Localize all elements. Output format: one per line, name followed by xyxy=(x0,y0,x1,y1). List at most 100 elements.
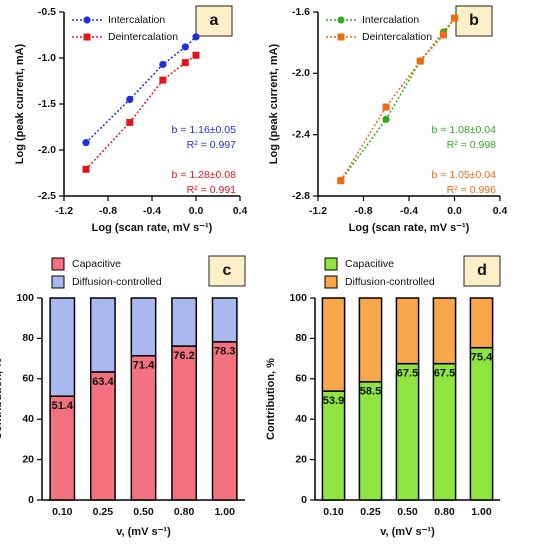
legend-marker xyxy=(337,33,345,41)
panel-label-box xyxy=(455,5,493,37)
x-axis-label: Log (scan rate, mV s⁻¹) xyxy=(349,222,470,234)
y-tick-label: -2.5 xyxy=(38,190,56,202)
y-tick-label: -2.4 xyxy=(292,128,310,140)
series-line xyxy=(85,54,197,170)
x-tick-label: -0.8 xyxy=(354,205,372,217)
annotation: R² = 0.991 xyxy=(187,184,236,196)
x-tick-label: 1.00 xyxy=(471,506,492,518)
x-tick-label: 1.00 xyxy=(214,506,235,518)
panel-label: d xyxy=(477,262,487,279)
panel-label-box xyxy=(195,5,233,37)
bar-segment xyxy=(130,355,157,501)
bar-segment xyxy=(89,297,116,373)
bar-segment xyxy=(469,297,494,349)
legend-label: Diffusion-controlled xyxy=(345,276,435,288)
y-tick-label: 0 xyxy=(28,494,34,506)
legend-label: Capacitive xyxy=(72,258,121,270)
bar-segment xyxy=(49,395,76,501)
bar-segment xyxy=(49,297,76,397)
x-tick-label: 0.80 xyxy=(434,506,455,518)
point xyxy=(382,115,390,123)
annotation: R² = 0.998 xyxy=(447,139,496,151)
value-label: 78.3 xyxy=(214,346,235,358)
legend-marker xyxy=(83,33,91,41)
legend-label: Capacitive xyxy=(345,258,394,270)
point xyxy=(159,60,167,69)
panel: -2.5 -2.0 -1.5 -1.0 -0.5 Log (peak current, m… xyxy=(14,5,248,234)
value-label: 67.5 xyxy=(434,368,455,380)
x-tick-label: -0.4 xyxy=(400,205,418,217)
y-tick-label: 100 xyxy=(16,292,34,304)
y-tick-label: 60 xyxy=(295,373,307,385)
point xyxy=(337,177,345,185)
value-label: 53.9 xyxy=(323,395,344,407)
value-label: 75.4 xyxy=(471,352,493,364)
x-tick-label: 0.4 xyxy=(493,205,508,217)
point xyxy=(159,76,167,84)
series-line xyxy=(340,17,456,182)
y-axis-label: Contribution, % xyxy=(265,358,277,440)
legend-label: Intercalation xyxy=(362,14,419,26)
y-tick-label: 80 xyxy=(22,332,34,344)
bar-segment xyxy=(432,297,457,365)
x-tick-label: 0.10 xyxy=(323,506,344,518)
y-tick-label: -1.6 xyxy=(292,6,310,18)
x-tick-label: 0.25 xyxy=(93,506,114,518)
y-tick-label: 80 xyxy=(295,332,307,344)
y-tick-label: -2.0 xyxy=(38,144,56,156)
panel-label-box xyxy=(208,255,246,287)
bar-segment xyxy=(211,341,238,501)
legend-label: Deintercalation xyxy=(362,31,432,43)
value-label: 76.2 xyxy=(173,350,194,362)
legend-swatch xyxy=(51,257,65,271)
x-axis-label: v, (mV s⁻¹) xyxy=(380,526,435,538)
bar-segment xyxy=(358,297,383,383)
y-tick-label: -2.0 xyxy=(292,67,310,79)
annotation: b = 1.05±0.04 xyxy=(432,169,497,181)
legend-swatch xyxy=(51,275,65,289)
legend-marker xyxy=(337,16,345,24)
x-tick-label: -0.4 xyxy=(143,205,161,217)
value-label: 67.5 xyxy=(397,368,418,380)
point xyxy=(192,51,200,59)
point xyxy=(439,31,447,39)
y-tick-label: -0.5 xyxy=(38,6,56,18)
y-tick-label: 0 xyxy=(301,494,307,506)
point xyxy=(181,43,189,51)
x-tick-label: 0.25 xyxy=(360,506,381,518)
y-tick-label: 20 xyxy=(295,453,307,465)
point xyxy=(451,14,458,22)
panel-label: b xyxy=(469,12,479,29)
x-tick-label: 0.0 xyxy=(189,205,204,217)
point xyxy=(192,33,200,41)
annotation: b = 1.16±0.05 xyxy=(172,124,237,136)
y-tick-label: 60 xyxy=(22,373,34,385)
point xyxy=(181,59,189,67)
y-tick-label: 40 xyxy=(295,413,307,425)
legend-swatch xyxy=(324,257,338,271)
y-tick-label: 40 xyxy=(22,413,34,425)
value-label: 51.4 xyxy=(52,400,74,412)
x-tick-label: 0.0 xyxy=(447,205,462,217)
value-label: 71.4 xyxy=(133,360,155,372)
panel-label: c xyxy=(223,262,232,279)
x-axis-label: Log (scan rate, mV s⁻¹) xyxy=(92,222,213,234)
legend-marker xyxy=(83,16,91,24)
point xyxy=(126,118,134,126)
point xyxy=(416,57,424,65)
panel: 0 20 40 60 80 100 Contribution, % v, (mV s⁻¹) d 0… xyxy=(265,255,501,538)
bar-segment xyxy=(432,362,457,501)
x-tick-label: -1.2 xyxy=(55,205,73,217)
y-tick-label: 20 xyxy=(22,453,34,465)
x-tick-label: -1.2 xyxy=(309,205,327,217)
annotation: b = 1.28±0.08 xyxy=(172,169,237,181)
legend-label: Intercalation xyxy=(108,14,165,26)
panel-label: a xyxy=(210,12,219,29)
point xyxy=(82,139,90,147)
x-tick-label: -0.8 xyxy=(99,205,117,217)
legend-label: Deintercalation xyxy=(108,31,178,43)
point xyxy=(382,103,390,111)
bar-segment xyxy=(395,297,420,365)
x-tick-label: 0.4 xyxy=(233,205,248,217)
